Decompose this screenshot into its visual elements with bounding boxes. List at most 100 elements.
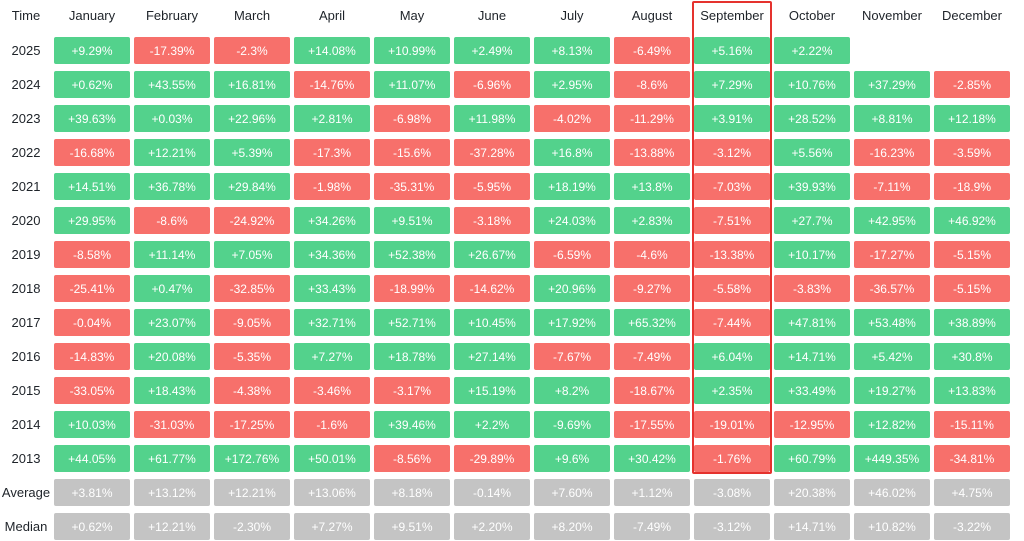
cell-2016-november: +5.42% bbox=[854, 343, 930, 370]
cell-2020-november: +42.95% bbox=[854, 207, 930, 234]
cell-2020-october: +27.7% bbox=[774, 207, 850, 234]
cell-2022-april: -17.3% bbox=[294, 139, 370, 166]
cell-median-september: -3.12% bbox=[694, 513, 770, 540]
row-label-2021: 2021 bbox=[11, 179, 41, 194]
cell-2013-july: +9.6% bbox=[534, 445, 610, 472]
cell-2015-july: +8.2% bbox=[534, 377, 610, 404]
cell-2016-august: -7.49% bbox=[614, 343, 690, 370]
cell-2018-september: -5.58% bbox=[694, 275, 770, 302]
row-label-2013: 2013 bbox=[11, 451, 41, 466]
cell-2020-june: -3.18% bbox=[454, 207, 530, 234]
cell-median-april: +7.27% bbox=[294, 513, 370, 540]
cell-average-may: +8.18% bbox=[374, 479, 450, 506]
cell-2018-january: -25.41% bbox=[54, 275, 130, 302]
cell-2017-december: +38.89% bbox=[934, 309, 1010, 336]
cell-2015-march: -4.38% bbox=[214, 377, 290, 404]
cell-2023-january: +39.63% bbox=[54, 105, 130, 132]
cell-2020-april: +34.26% bbox=[294, 207, 370, 234]
cell-median-december: -3.22% bbox=[934, 513, 1010, 540]
month-header-february: February bbox=[145, 7, 199, 23]
cell-2022-september: -3.12% bbox=[694, 139, 770, 166]
cell-2023-march: +22.96% bbox=[214, 105, 290, 132]
cell-median-may: +9.51% bbox=[374, 513, 450, 540]
cell-2016-march: -5.35% bbox=[214, 343, 290, 370]
cell-2025-april: +14.08% bbox=[294, 37, 370, 64]
cell-2024-march: +16.81% bbox=[214, 71, 290, 98]
cell-2022-february: +12.21% bbox=[134, 139, 210, 166]
cell-2022-june: -37.28% bbox=[454, 139, 530, 166]
cell-average-august: +1.12% bbox=[614, 479, 690, 506]
cell-2018-august: -9.27% bbox=[614, 275, 690, 302]
cell-2022-december: -3.59% bbox=[934, 139, 1010, 166]
cell-2013-june: -29.89% bbox=[454, 445, 530, 472]
cell-2022-march: +5.39% bbox=[214, 139, 290, 166]
cell-2025-october: +2.22% bbox=[774, 37, 850, 64]
cell-2013-april: +50.01% bbox=[294, 445, 370, 472]
cell-2024-january: +0.62% bbox=[54, 71, 130, 98]
cell-2021-august: +13.8% bbox=[614, 173, 690, 200]
cell-2013-may: -8.56% bbox=[374, 445, 450, 472]
cell-2025-november bbox=[854, 37, 930, 64]
cell-2014-september: -19.01% bbox=[694, 411, 770, 438]
cell-2025-june: +2.49% bbox=[454, 37, 530, 64]
cell-2025-september: +5.16% bbox=[694, 37, 770, 64]
cell-2016-june: +27.14% bbox=[454, 343, 530, 370]
cell-2022-may: -15.6% bbox=[374, 139, 450, 166]
cell-2013-december: -34.81% bbox=[934, 445, 1010, 472]
month-header-january: January bbox=[68, 7, 116, 23]
row-label-2015: 2015 bbox=[11, 383, 41, 398]
cell-2018-october: -3.83% bbox=[774, 275, 850, 302]
cell-2019-june: +26.67% bbox=[454, 241, 530, 268]
cell-2013-november: +449.35% bbox=[854, 445, 930, 472]
month-header-august: August bbox=[631, 7, 673, 23]
cell-2016-december: +30.8% bbox=[934, 343, 1010, 370]
row-label-2018: 2018 bbox=[11, 281, 41, 296]
row-label-2019: 2019 bbox=[11, 247, 41, 262]
cell-median-october: +14.71% bbox=[774, 513, 850, 540]
cell-2021-february: +36.78% bbox=[134, 173, 210, 200]
cell-2017-june: +10.45% bbox=[454, 309, 530, 336]
month-header-july: July bbox=[560, 7, 584, 23]
cell-average-february: +13.12% bbox=[134, 479, 210, 506]
cell-2014-december: -15.11% bbox=[934, 411, 1010, 438]
cell-2023-february: +0.03% bbox=[134, 105, 210, 132]
cell-2013-october: +60.79% bbox=[774, 445, 850, 472]
cell-2015-november: +19.27% bbox=[854, 377, 930, 404]
cell-median-january: +0.62% bbox=[54, 513, 130, 540]
month-header-october: October bbox=[788, 7, 836, 23]
cell-2021-march: +29.84% bbox=[214, 173, 290, 200]
cell-2017-january: -0.04% bbox=[54, 309, 130, 336]
month-header-april: April bbox=[318, 7, 345, 23]
cell-2019-may: +52.38% bbox=[374, 241, 450, 268]
cell-2015-december: +13.83% bbox=[934, 377, 1010, 404]
cell-2019-march: +7.05% bbox=[214, 241, 290, 268]
month-header-june: June bbox=[477, 7, 507, 23]
cell-2016-april: +7.27% bbox=[294, 343, 370, 370]
cell-2025-december bbox=[934, 37, 1010, 64]
cell-average-march: +12.21% bbox=[214, 479, 290, 506]
cell-2019-february: +11.14% bbox=[134, 241, 210, 268]
cell-2017-april: +32.71% bbox=[294, 309, 370, 336]
cell-2024-october: +10.76% bbox=[774, 71, 850, 98]
cell-2017-july: +17.92% bbox=[534, 309, 610, 336]
cell-2020-september: -7.51% bbox=[694, 207, 770, 234]
row-label-2017: 2017 bbox=[11, 315, 41, 330]
cell-2013-september: -1.76% bbox=[694, 445, 770, 472]
month-header-march: March bbox=[233, 7, 271, 23]
cell-2020-january: +29.95% bbox=[54, 207, 130, 234]
cell-2020-july: +24.03% bbox=[534, 207, 610, 234]
cell-2015-april: -3.46% bbox=[294, 377, 370, 404]
cell-2022-october: +5.56% bbox=[774, 139, 850, 166]
cell-2013-march: +172.76% bbox=[214, 445, 290, 472]
cell-2025-january: +9.29% bbox=[54, 37, 130, 64]
cell-2023-december: +12.18% bbox=[934, 105, 1010, 132]
cell-2017-march: -9.05% bbox=[214, 309, 290, 336]
cell-2020-august: +2.83% bbox=[614, 207, 690, 234]
cell-2021-july: +18.19% bbox=[534, 173, 610, 200]
cell-2022-november: -16.23% bbox=[854, 139, 930, 166]
row-label-2022: 2022 bbox=[11, 145, 41, 160]
cell-2015-june: +15.19% bbox=[454, 377, 530, 404]
cell-2014-april: -1.6% bbox=[294, 411, 370, 438]
row-label-2023: 2023 bbox=[11, 111, 41, 126]
cell-average-june: -0.14% bbox=[454, 479, 530, 506]
